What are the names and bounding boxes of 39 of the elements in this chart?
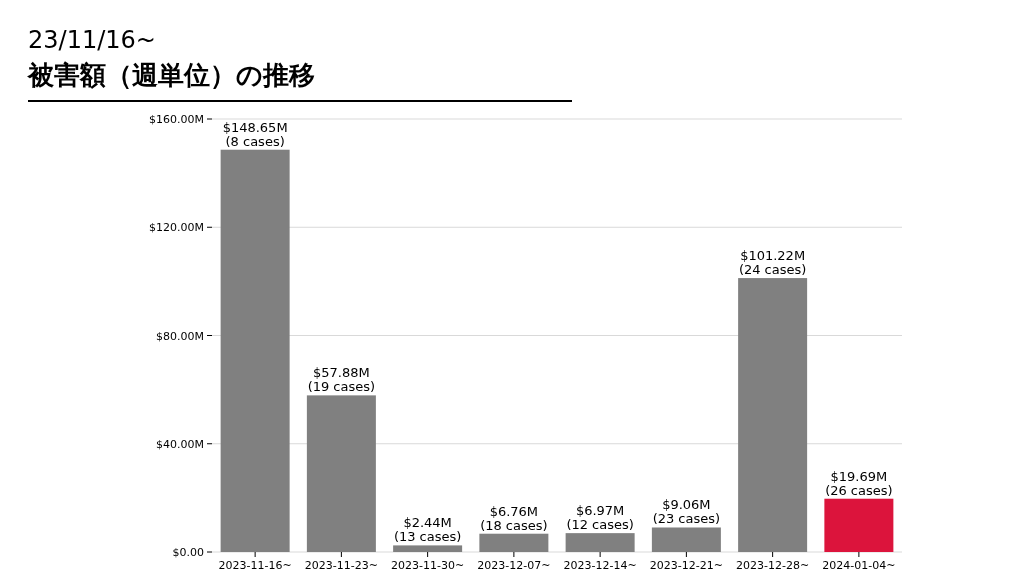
x-tick-label: 2023-12-28~ — [736, 559, 810, 572]
annotation: (8 cases) — [225, 133, 285, 149]
x-tick-label: 2023-12-07~ — [477, 559, 551, 572]
annotation: (18 cases) — [480, 517, 548, 533]
bar — [824, 498, 894, 552]
y-tick-label: $80.00M — [156, 329, 204, 343]
bar — [220, 149, 290, 552]
annotation: (23 cases) — [652, 511, 721, 527]
annotation: (26 cases) — [825, 482, 893, 498]
y-tick-label: $40.00M — [156, 437, 204, 451]
annotation: (12 cases) — [566, 517, 634, 533]
y-tick-label: $160.00M — [149, 113, 204, 126]
x-tick-label: 2023-11-16~ — [218, 559, 292, 572]
annotation: (13 cases) — [393, 529, 462, 545]
bar — [565, 533, 635, 552]
data-label: $6.76M — [489, 503, 539, 519]
data-label: $2.44M — [403, 515, 452, 531]
x-tick-label: 2023-12-21~ — [649, 559, 723, 572]
x-tick-label: 2024-01-04~ — [822, 559, 896, 572]
data-label: $6.97M — [575, 503, 625, 519]
annotation: (19 cases) — [307, 379, 376, 395]
bar — [306, 395, 376, 552]
y-tick-label: $120.00M — [149, 221, 204, 235]
x-tick-label: 2023-11-30~ — [391, 559, 465, 572]
chart-title: 23/11/16~ — [28, 26, 156, 54]
y-tick-label: $0.00 — [172, 546, 204, 559]
bar — [738, 278, 808, 552]
bar — [393, 545, 463, 552]
data-label: $57.88M — [313, 365, 370, 381]
data-label: $148.65M — [222, 119, 288, 135]
x-tick-label: 2023-12-14~ — [563, 559, 637, 572]
data-label: $9.06M — [662, 497, 711, 513]
annotation: (24 cases) — [738, 262, 807, 278]
bar — [479, 533, 549, 552]
data-label: $101.22M — [740, 248, 806, 264]
x-tick-label: 2023-11-23~ — [304, 559, 378, 572]
data-label: $19.69M — [830, 468, 888, 484]
bar — [651, 527, 721, 552]
chart-subtitle: 被害額（週単位）の推移 — [27, 60, 315, 90]
